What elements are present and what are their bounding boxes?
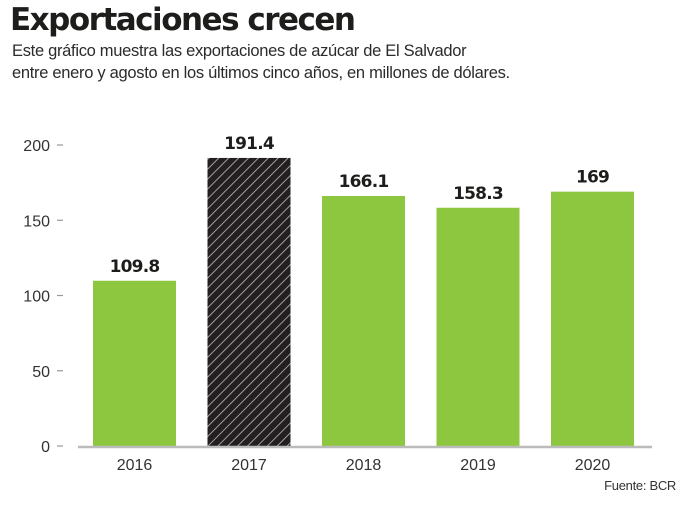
value-labels: 109.8 191.4 166.1 158.3 169 — [110, 134, 610, 277]
x-tick-label-2017: 2017 — [231, 457, 267, 474]
y-tick-label: 150 — [23, 213, 50, 230]
bar-2017 — [207, 157, 291, 446]
y-tick-label: 100 — [23, 289, 50, 306]
y-axis: 0 50 100 150 200 — [23, 138, 63, 456]
bars — [93, 157, 634, 446]
chart-title: Exportaciones crecen — [10, 2, 356, 38]
value-label-2020: 169 — [576, 168, 609, 188]
bar-2020 — [551, 191, 634, 446]
subtitle-line-2: entre enero y agosto en los últimos cinc… — [12, 64, 510, 82]
value-label-2016: 109.8 — [110, 257, 160, 277]
y-tick-label: 50 — [32, 364, 50, 381]
y-tick-label: 200 — [23, 138, 50, 155]
value-label-2018: 166.1 — [339, 172, 389, 192]
y-tick-label: 0 — [41, 439, 50, 456]
x-axis: 2016 2017 2018 2019 2020 — [117, 457, 611, 474]
source-note: Fuente: BCR — [604, 478, 676, 493]
value-label-2019: 158.3 — [453, 184, 503, 204]
chart-subtitle: Este gráfico muestra las exportaciones d… — [12, 40, 510, 84]
x-tick-label-2018: 2018 — [346, 457, 382, 474]
value-label-2017: 191.4 — [224, 134, 275, 154]
bar-2016 — [93, 280, 176, 446]
bar-2019 — [436, 207, 520, 446]
bar-2018 — [322, 196, 405, 446]
x-tick-label-2020: 2020 — [575, 457, 611, 474]
x-tick-label-2016: 2016 — [117, 457, 153, 474]
subtitle-line-1: Este gráfico muestra las exportaciones d… — [12, 42, 467, 60]
x-tick-label-2019: 2019 — [460, 457, 496, 474]
